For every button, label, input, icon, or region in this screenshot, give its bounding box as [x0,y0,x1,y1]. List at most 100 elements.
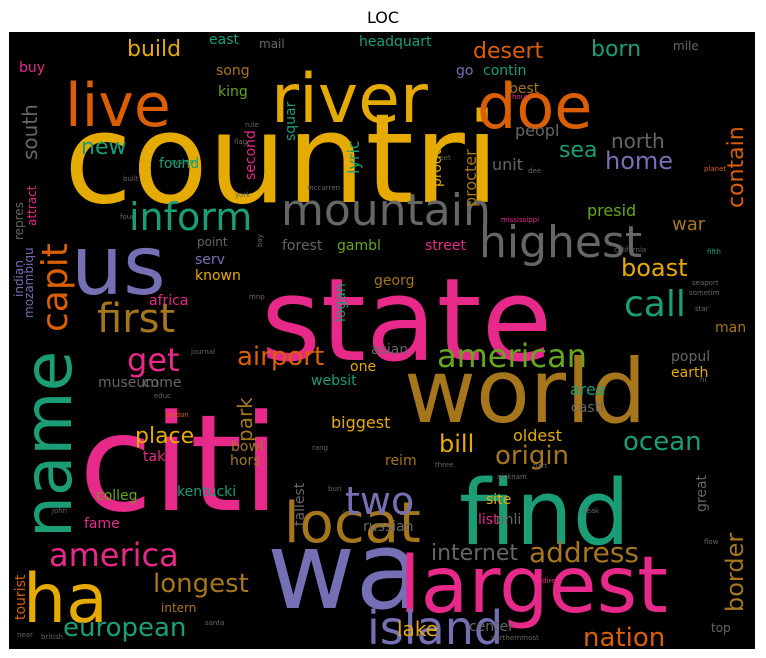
word-one: one [350,359,376,375]
word-planet: planet [704,165,726,173]
word-wa: wa [267,509,422,634]
word-forest: forest [282,238,323,254]
word-point: point [197,235,228,249]
word-site: site [486,492,511,508]
word-east: east [209,32,239,48]
word-take: take [143,449,173,465]
word-mail: mail [259,37,285,51]
word-bowl: bowl [231,439,264,455]
word-sea: sea [559,138,597,163]
word-york: york [235,191,251,199]
word-earth: earth [671,365,708,381]
word-tallest: tallest [292,482,308,526]
word-land: land [491,321,506,329]
word-star: star [695,305,709,313]
word-contain: contain [724,126,749,208]
word-russian: russian [363,519,414,535]
word-state: state [261,254,552,388]
word-park: park [233,397,257,442]
word-nicknam: nicknam [497,473,527,481]
word-indian: indian [12,260,26,297]
word-world: world [404,340,646,443]
word-ha: ha [23,560,108,639]
word-great: great [694,474,710,512]
word-two: two [345,479,414,523]
word-us: us [71,219,166,314]
word-peopl: peopl [515,121,559,140]
word-highest: highest [479,217,642,268]
word-reim: reim [385,453,417,469]
word-oldest: oldest [513,426,562,445]
word-asian: asian [371,342,408,358]
word-rule: rule [245,121,259,129]
word-mnp: mnp [249,293,265,301]
word-best: best [509,81,540,97]
word-capit: capit [35,243,76,332]
word-buri: buri [328,485,342,493]
word-kentucki: kentucki [177,484,236,500]
word-fame: fame [84,516,120,532]
word-museum: museum [98,375,159,391]
word-peak: peak [582,507,600,515]
word-man: man [715,320,746,336]
word-three: three [435,461,454,469]
word-largest: largest [399,541,668,631]
word-four: four [120,213,134,221]
word-educ: educ [154,392,171,400]
word-mile: mile [673,39,699,53]
word-castl: castl [571,400,604,416]
word-king: king [218,84,248,100]
word-seaport: seaport [692,279,719,287]
word-colleg: colleg [96,488,138,504]
word-procter: procter [461,149,480,207]
word-go: go [456,63,473,79]
word-part: part [533,462,548,470]
word-known: known [195,268,241,284]
word-area: area [570,380,606,399]
word-internet: internet [431,541,518,566]
word-live: live [65,71,171,141]
word-california: california [614,246,646,254]
word-found: found [159,156,199,172]
word-system: system [171,158,196,166]
word-first: first [97,296,175,342]
word-london: london [165,411,189,419]
word-name: name [10,351,87,538]
word-get: get [127,341,180,379]
word-bill: bill [439,430,474,458]
word-buy: buy [19,60,45,76]
word-hous: hous [512,93,529,101]
word-locat: locat [284,491,421,556]
word-inform: inform [129,195,252,239]
word-island: island [367,601,503,649]
word-mccarren: mccarren [307,184,340,192]
word-flow: flow [704,538,719,546]
word-presid: presid [587,201,636,220]
word-born: born [591,37,641,62]
word-north: north [611,129,665,153]
word-american: american [437,337,587,375]
word-call: call [624,284,686,325]
word-european: european [63,613,186,643]
word-popul: popul [671,349,710,365]
word-repres: repres [12,202,26,240]
word-mississippi: mississippi [501,216,539,224]
word-doe: doe [477,70,592,143]
word-song: song [216,63,250,79]
word-desert: desert [473,39,544,64]
word-dee: dee [528,167,541,175]
word-lake: lake [397,617,438,641]
word-longest: longest [153,569,249,599]
word-second: second [243,130,259,180]
word-list: list [478,512,499,528]
word-new: new [81,135,126,160]
word-find: find [459,461,630,566]
word-onli: onli [496,512,521,528]
word-british: british [41,633,63,641]
word-near: near [17,631,33,639]
word-river: river [271,60,428,139]
chart-title: LOC [366,8,400,27]
word-street: street [425,238,466,254]
word-mountain: mountain [281,185,491,236]
